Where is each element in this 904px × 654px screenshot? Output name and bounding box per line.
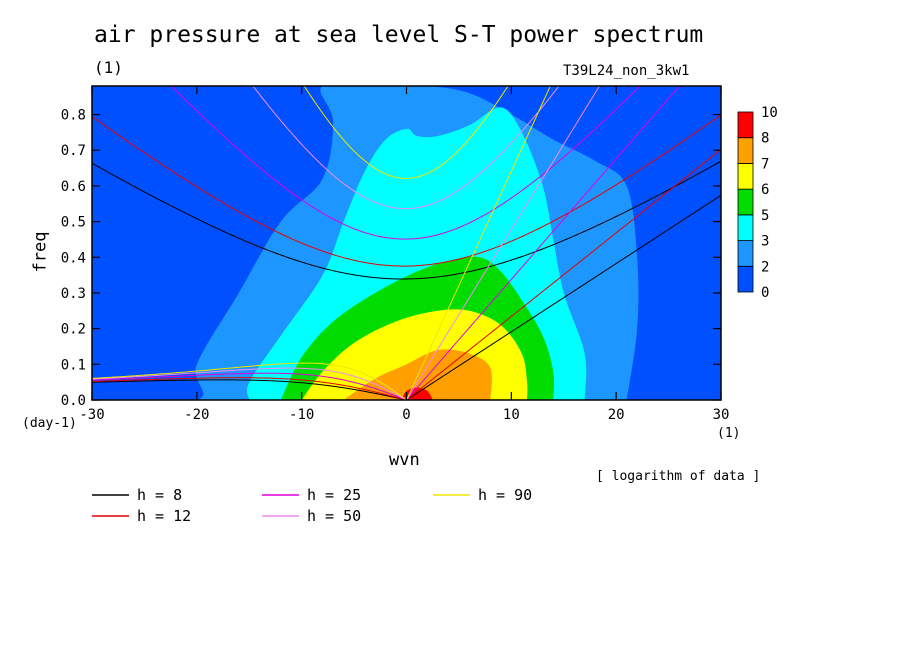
dispersion-curve-kelvin-h25 — [406, 86, 681, 400]
x-tick-label: 10 — [503, 407, 520, 423]
colorbar-swatch — [737, 214, 754, 241]
dispersion-curve-kelvin-h12 — [406, 148, 721, 400]
x-tick-label: -30 — [79, 407, 104, 423]
colorbar-swatch — [737, 265, 754, 293]
colorbar-swatch — [737, 240, 754, 267]
legend-label-h12: h = 12 — [137, 507, 191, 525]
dispersion-curve-rossby-h8 — [92, 379, 407, 400]
colorbar-swatch — [737, 111, 754, 139]
colorbar-swatch — [737, 163, 754, 190]
x-units-label: (1) — [717, 426, 741, 441]
dispersion-curve-gravity-h8 — [92, 160, 721, 280]
x-tick-label: -10 — [289, 407, 314, 423]
legend-label-h90: h = 90 — [478, 486, 532, 504]
dispersion-curve-gravity-h50 — [252, 86, 560, 210]
legend-label-h25: h = 25 — [307, 486, 361, 504]
colorbar-label: 7 — [761, 156, 769, 172]
y-units-label: (day-1) — [22, 416, 77, 431]
dispersion-curve-gravity-h25 — [170, 86, 641, 240]
colorbar-swatch — [737, 137, 754, 164]
y-tick-label: 0.6 — [61, 179, 86, 195]
colorbar-label: 3 — [761, 234, 769, 250]
x-tick-label: -20 — [184, 407, 209, 423]
y-tick-label: 0.2 — [61, 322, 86, 338]
y-tick-label: 0.0 — [61, 393, 86, 409]
log-note: [ logarithm of data ] — [596, 469, 761, 484]
y-axis-label: freq — [30, 231, 51, 273]
x-tick-label: 20 — [608, 407, 625, 423]
dispersion-curve-kelvin-h50 — [406, 86, 601, 400]
dispersion-curve-rossby-h25 — [92, 372, 407, 400]
chart-title: air pressure at sea level S-T power spec… — [94, 22, 704, 48]
y-tick-label: 0.7 — [61, 143, 86, 159]
dispersion-curve-gravity-h90 — [303, 86, 509, 179]
colorbar-label: 2 — [761, 259, 769, 275]
chart-units: (1) — [94, 58, 123, 77]
colorbar-label: 10 — [761, 105, 778, 121]
y-tick-label: 0.3 — [61, 286, 86, 302]
y-tick-label: 0.1 — [61, 357, 86, 373]
dispersion-curve-kelvin-h8 — [406, 194, 721, 400]
legend-label-h8: h = 8 — [137, 486, 182, 504]
colorbar-label: 6 — [761, 182, 769, 198]
dispersion-curve-kelvin-h90 — [406, 86, 551, 400]
run-id: T39L24_non_3kw1 — [563, 63, 690, 79]
y-tick-label: 0.4 — [61, 250, 86, 266]
colorbar-label: 5 — [761, 208, 769, 224]
dispersion-curve-gravity-h12 — [92, 114, 721, 267]
colorbar-label: 0 — [761, 285, 769, 301]
x-tick-label: 30 — [713, 407, 730, 423]
dispersion-curve-rossby-h50 — [92, 367, 407, 400]
y-tick-label: 0.5 — [61, 215, 86, 231]
x-axis-label: wvn — [389, 450, 420, 470]
legend-label-h50: h = 50 — [307, 507, 361, 525]
colorbar-swatch — [737, 188, 754, 216]
dispersion-curve-rossby-h90 — [92, 362, 407, 400]
colorbar-label: 8 — [761, 131, 769, 147]
x-tick-label: 0 — [402, 407, 410, 423]
y-tick-label: 0.8 — [61, 108, 86, 124]
dispersion-curve-rossby-h12 — [92, 377, 407, 400]
